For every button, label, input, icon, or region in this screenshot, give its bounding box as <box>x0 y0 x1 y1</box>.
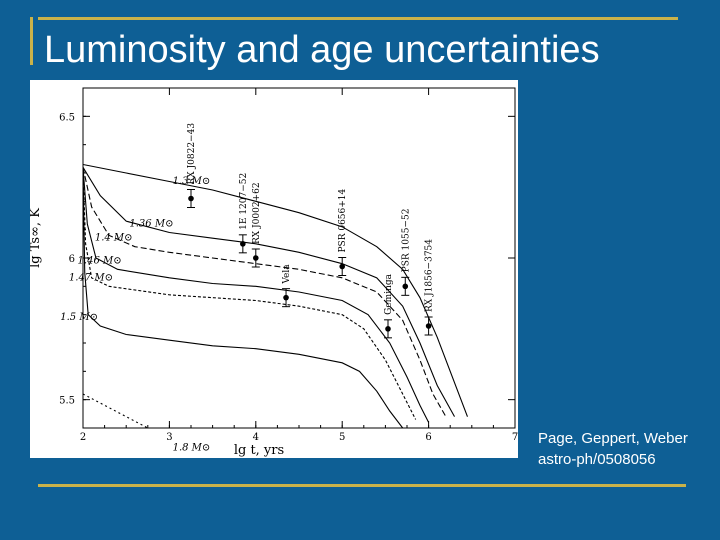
series-label: 1.4 M⊙ <box>95 233 133 244</box>
frame-bottom-line <box>38 484 686 487</box>
x-axis-label: lg t, yrs <box>234 443 284 458</box>
series-label: 1.36 M⊙ <box>129 219 173 230</box>
series-line <box>83 167 404 428</box>
x-tick-label: 2 <box>80 432 86 443</box>
series-label: 1.8 M⊙ <box>173 442 211 453</box>
observation-point <box>385 326 391 332</box>
series-line <box>83 167 417 420</box>
series-line <box>83 167 456 417</box>
cooling-curves-figure: 2 3 4 5 6 7 5.5 6 6.5 lg t, yrs lg Ts∞, K 1.3 M⊙ 1.3… <box>28 80 518 458</box>
observation-label: RX J0822−43 <box>187 123 197 185</box>
citation: Page, Geppert, Weber astro-ph/0508056 <box>538 428 688 470</box>
y-tick-label: 6.5 <box>59 112 75 123</box>
series-label: 1.47 M⊙ <box>69 272 113 283</box>
observation-point <box>188 195 194 202</box>
observation-label: PSR 1055−52 <box>401 209 411 273</box>
citation-authors: Page, Geppert, Weber <box>538 430 688 447</box>
y-tick-label: 6 <box>69 254 75 265</box>
x-tick-label: 4 <box>253 432 259 443</box>
series-label: 1.3 M⊙ <box>173 176 211 187</box>
observation-label: RX J0002+62 <box>252 182 262 244</box>
observation-point <box>425 323 432 329</box>
observation-label: 1E 1207−52 <box>239 173 249 230</box>
frame-left-line <box>30 17 33 65</box>
observation-label: RX J1856−3754 <box>425 239 435 312</box>
series-line <box>83 163 468 417</box>
series-label: 1.46 M⊙ <box>78 255 122 266</box>
cooling-curves-chart: 2 3 4 5 6 7 5.5 6 6.5 lg t, yrs lg Ts∞, K 1.3 M⊙ 1.3… <box>28 87 518 458</box>
x-tick-label: 3 <box>166 432 172 443</box>
observation-point <box>339 263 346 270</box>
observation-point <box>402 283 409 290</box>
observation-point <box>253 255 259 261</box>
y-tick-label: 5.5 <box>59 396 75 407</box>
slide-title: Luminosity and age uncertainties <box>44 29 600 71</box>
plot-frame <box>82 87 516 429</box>
observation-label: Geminga <box>384 273 394 314</box>
series-line <box>83 167 447 417</box>
observation-label: Vela <box>282 264 292 285</box>
observation-point <box>240 241 246 247</box>
x-tick-label: 5 <box>339 432 345 443</box>
citation-arxiv-id: astro-ph/0508056 <box>538 451 656 468</box>
x-tick-label: 6 <box>425 432 431 443</box>
series-label: 1.5 M⊙ <box>60 312 98 323</box>
x-tick-label: 7 <box>512 432 518 443</box>
series-line <box>83 167 430 423</box>
y-axis-label: lg Ts∞, K <box>30 208 43 268</box>
frame-top-line <box>38 17 678 20</box>
observation-point <box>283 294 289 301</box>
observation-label: PSR 0656+14 <box>338 188 348 252</box>
